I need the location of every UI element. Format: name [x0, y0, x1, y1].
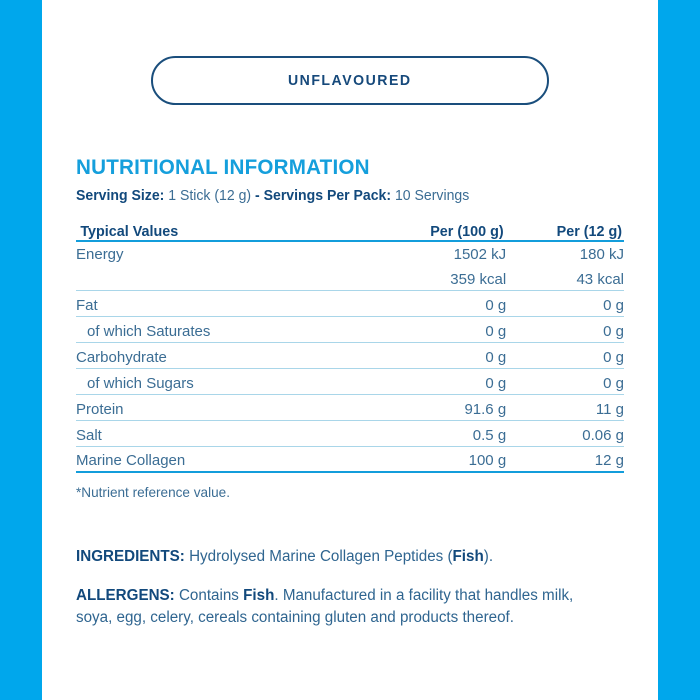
row-label: Marine Collagen	[76, 446, 367, 473]
row-label: Fat	[76, 290, 367, 317]
row-value-per-serving: 0.06 g	[506, 420, 624, 447]
row-value-per-100g: 91.6 g	[366, 394, 507, 421]
row-value-per-100g: 100 g	[366, 446, 507, 473]
left-accent-bar	[0, 0, 42, 700]
row-value-per-100g: 1502 kJ	[453, 246, 507, 263]
nutrient-reference-footnote: *Nutrient reference value.	[76, 484, 231, 500]
row-value-per-serving: 11 g	[506, 394, 624, 421]
row-label: of which Saturates	[76, 316, 367, 343]
ingredients-allergen-term: Fish	[452, 548, 484, 565]
row-value-per-100g: 0 g	[366, 368, 507, 395]
serving-separator: -	[255, 188, 260, 204]
nutrition-table-header-row: Typical Values Per (100 g) Per (12 g)	[76, 224, 624, 242]
row-value-per-serving: 0 g	[506, 368, 624, 395]
row-value-per-serving: 0 g	[506, 342, 624, 369]
table-row: Carbohydrate 0 g 0 g	[76, 342, 624, 369]
ingredients-paragraph: INGREDIENTS: Hydrolysed Marine Collagen …	[76, 546, 613, 568]
ingredients-text-before: Hydrolysed Marine Collagen Peptides (	[184, 548, 453, 565]
table-row: Fat 0 g 0 g	[76, 290, 624, 317]
column-header-typical-values: Typical Values	[80, 224, 363, 242]
row-label: Salt	[76, 420, 367, 447]
row-value-per-serving: 180 kJ	[579, 246, 624, 263]
flavour-badge: UNFLAVOURED	[151, 56, 549, 105]
ingredients-label: INGREDIENTS:	[76, 548, 185, 565]
serving-size-label: Serving Size:	[76, 188, 165, 204]
row-value-per-100g: 359 kcal	[366, 265, 507, 291]
column-header-per-100g: Per (100 g)	[368, 224, 505, 242]
allergens-paragraph: ALLERGENS: Contains Fish. Manufactured i…	[76, 585, 613, 629]
servings-per-pack-value: 10 Servings	[394, 188, 470, 204]
nutritional-information-heading: NUTRITIONAL INFORMATION	[76, 155, 370, 179]
row-value-per-100g: 0 g	[366, 316, 507, 343]
row-label: Protein	[76, 394, 367, 421]
flavour-badge-container: UNFLAVOURED	[76, 0, 624, 105]
row-value-per-serving: 43 kcal	[506, 265, 624, 291]
row-label: of which Sugars	[76, 368, 367, 395]
label-page: UNFLAVOURED NUTRITIONAL INFORMATION Serv…	[42, 0, 658, 700]
row-value-per-serving: 12 g	[506, 446, 624, 473]
table-row: Energy 1502 kJ 180 kJ	[76, 241, 624, 265]
table-row: of which Saturates 0 g 0 g	[76, 316, 624, 343]
table-row: of which Sugars 0 g 0 g	[76, 368, 624, 395]
nutrition-table: Typical Values Per (100 g) Per (12 g) En…	[76, 224, 624, 473]
table-row: Marine Collagen 100 g 12 g	[76, 446, 624, 473]
row-label	[76, 265, 367, 291]
allergens-label: ALLERGENS:	[76, 587, 175, 604]
column-header-per-serving: Per (12 g)	[507, 224, 623, 242]
label-content: UNFLAVOURED NUTRITIONAL INFORMATION Serv…	[76, 0, 624, 629]
table-row: Salt 0.5 g 0.06 g	[76, 420, 624, 447]
servings-per-pack-label: Servings Per Pack:	[263, 188, 392, 204]
allergens-text-after: . Manufactured in a facility that handle…	[76, 587, 574, 626]
serving-size-value-text: 1 Stick (12 g)	[168, 188, 252, 204]
row-value-per-serving: 0 g	[506, 290, 624, 317]
serving-info-line: Serving Size: 1 Stick (12 g) - Servings …	[76, 188, 608, 204]
row-value-per-100g: 0 g	[366, 290, 507, 317]
ingredients-text-after: ).	[483, 548, 494, 565]
table-row: 359 kcal 43 kcal	[76, 265, 624, 291]
right-accent-bar	[658, 0, 700, 700]
table-row: Protein 91.6 g 11 g	[76, 394, 624, 421]
row-value-per-100g: 0.5 g	[366, 420, 507, 447]
row-value-per-serving: 0 g	[506, 316, 624, 343]
row-label: Carbohydrate	[76, 342, 367, 369]
row-value-per-100g: 0 g	[366, 342, 507, 369]
allergens-text-before: Contains	[174, 587, 244, 604]
row-label: Energy	[76, 246, 124, 263]
flavour-badge-label: UNFLAVOURED	[288, 72, 412, 89]
allergens-allergen-term: Fish	[243, 587, 275, 604]
